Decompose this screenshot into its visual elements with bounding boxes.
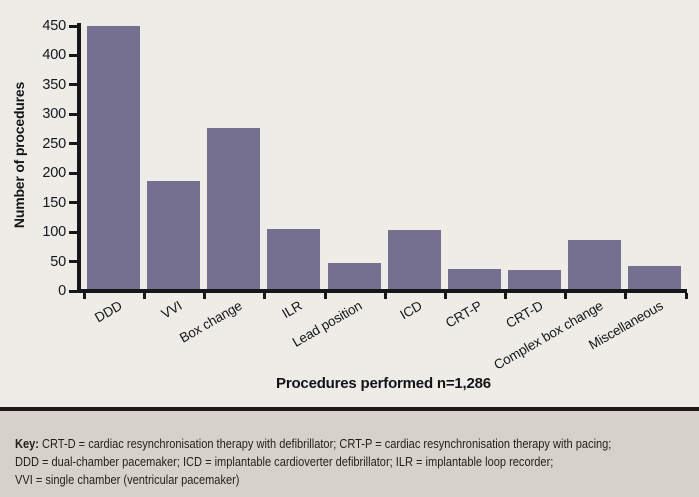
x-tick-6: [444, 293, 447, 299]
x-label-ilr: ILR: [279, 298, 305, 322]
bar-crt-d: [508, 270, 561, 291]
y-axis-title: Number of procedures: [11, 81, 27, 229]
bar-vvi: [147, 181, 200, 291]
y-tick-label-450: 450: [42, 18, 66, 34]
x-tick-7: [504, 293, 507, 299]
y-tick-0: [69, 289, 77, 293]
chart-area: 0 50 100 150 200 250 300 350 400 450 DDD VVI Box ch…: [11, 18, 688, 392]
y-axis-line: [77, 23, 81, 293]
key-panel: Key: CRT-D = cardiac resynchronisation t…: [0, 411, 699, 497]
y-tick-300: [69, 112, 77, 116]
x-tick-1: [143, 293, 146, 299]
y-tick-50: [69, 260, 77, 264]
key-line-2: DDD = dual-chamber pacemaker; ICD = impl…: [15, 454, 554, 469]
bar-miscellaneous: [628, 266, 681, 291]
y-tick-label-150: 150: [42, 194, 66, 211]
separator-rule: [0, 407, 699, 411]
key-line-3: VVI = single chamber (ventricular pacema…: [15, 472, 240, 487]
bar-ddd: [87, 26, 140, 291]
x-label-icd: ICD: [397, 298, 425, 323]
x-tick-5: [384, 293, 387, 299]
bar-lead-position: [328, 263, 381, 291]
x-label-box-change: Box change: [176, 298, 245, 346]
key-label: Key:: [15, 436, 39, 451]
x-label-crt-d: CRT-D: [503, 298, 546, 331]
y-tick-label-50: 50: [50, 253, 66, 270]
x-tick-2: [203, 293, 206, 299]
y-tick-450: [69, 24, 77, 28]
y-tick-label-350: 350: [42, 76, 66, 93]
y-tick-100: [69, 230, 77, 234]
y-tick-250: [69, 142, 77, 146]
x-tick-4: [324, 293, 327, 299]
y-tick-label-250: 250: [42, 135, 66, 152]
y-tick-label-400: 400: [42, 47, 66, 64]
x-tick-10: [685, 293, 688, 299]
y-tick-350: [69, 83, 77, 87]
x-tick-0: [83, 293, 86, 299]
x-label-crt-p: CRT-P: [442, 298, 485, 331]
y-tick-400: [69, 53, 77, 57]
x-tick-3: [263, 293, 266, 299]
x-label-vvi: VVI: [158, 298, 185, 322]
bar-crt-p: [448, 269, 501, 291]
bar-complex-box-change: [568, 240, 621, 291]
bar-ilr: [267, 229, 320, 291]
key-text: Key: CRT-D = cardiac resynchronisation t…: [15, 435, 612, 489]
y-tick-label-0: 0: [58, 283, 66, 299]
y-tick-150: [69, 201, 77, 205]
y-tick-label-300: 300: [42, 106, 66, 123]
bar-icd: [388, 230, 441, 291]
x-label-complex-box-change: Complex box change: [491, 298, 606, 373]
key-line-1: Key: CRT-D = cardiac resynchronisation t…: [15, 436, 612, 451]
chart-caption: Procedures performed n=1,286: [276, 375, 491, 392]
x-axis-line: [77, 289, 687, 293]
x-tick-8: [564, 293, 567, 299]
y-tick-200: [69, 171, 77, 175]
bar-box-change: [207, 128, 260, 291]
y-tick-label-100: 100: [42, 224, 66, 241]
y-tick-label-200: 200: [42, 165, 66, 182]
x-tick-9: [624, 293, 627, 299]
x-label-ddd: DDD: [92, 298, 125, 326]
